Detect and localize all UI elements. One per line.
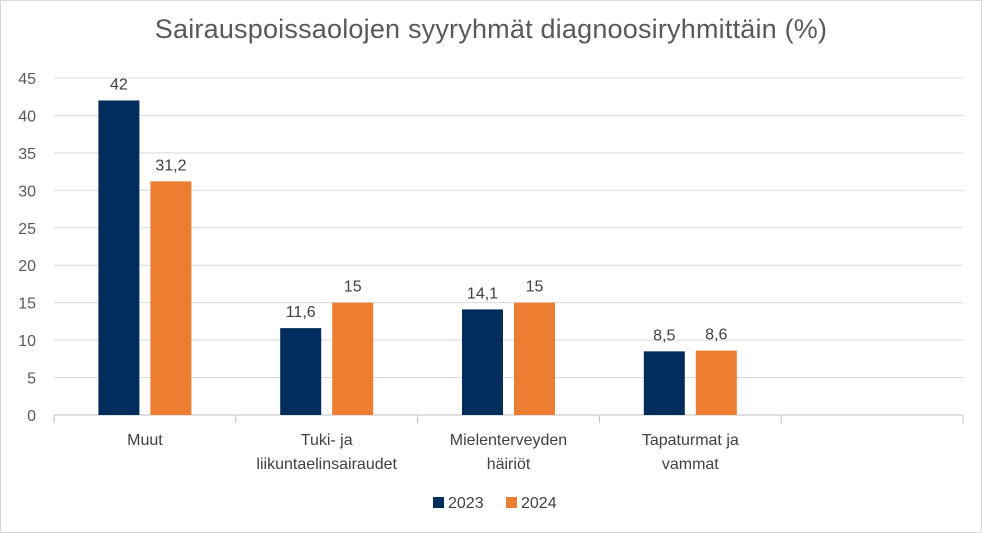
y-tick-label: 0 xyxy=(27,408,36,425)
bar-2023 xyxy=(643,351,685,415)
y-tick-label: 40 xyxy=(18,108,36,125)
category-label: vammat xyxy=(662,456,719,473)
y-tick-label: 15 xyxy=(18,296,36,313)
legend-label: 2023 xyxy=(448,495,484,512)
y-tick-label: 10 xyxy=(18,333,36,350)
bar-2023 xyxy=(98,100,140,415)
category-label: Tapaturmat ja xyxy=(642,432,739,449)
bar-2023 xyxy=(462,309,503,415)
y-tick-label: 35 xyxy=(18,146,36,163)
bar-2024 xyxy=(695,350,737,415)
data-label: 11,6 xyxy=(286,304,316,321)
bar-2024 xyxy=(514,302,555,415)
category-label: Muut xyxy=(127,432,163,449)
data-label: 15 xyxy=(526,279,544,296)
data-label: 8,6 xyxy=(705,327,727,344)
chart-title: Sairauspoissaolojen syyryhmät diagnoosir… xyxy=(154,14,828,44)
category-label: liikuntaelinsairaudet xyxy=(256,456,397,473)
bar-2024 xyxy=(150,181,192,415)
data-label: 42 xyxy=(110,76,128,93)
legend-label: 2024 xyxy=(521,495,557,512)
data-label: 31,2 xyxy=(155,157,186,174)
data-label: 15 xyxy=(344,279,362,296)
y-tick-label: 25 xyxy=(18,221,36,238)
category-label: häiriöt xyxy=(487,456,531,473)
y-tick-label: 45 xyxy=(18,71,36,88)
bar-2023 xyxy=(280,328,322,415)
legend-swatch-2023 xyxy=(433,497,444,508)
data-label: 14,1 xyxy=(467,285,498,302)
bar-2024 xyxy=(332,302,374,415)
y-tick-label: 20 xyxy=(18,258,36,275)
category-label: Tuki- ja xyxy=(301,432,353,449)
data-label: 8,5 xyxy=(653,327,675,344)
category-label: Mielenterveyden xyxy=(450,432,567,449)
legend-swatch-2024 xyxy=(506,497,517,508)
y-tick-label: 5 xyxy=(27,371,36,388)
y-tick-label: 30 xyxy=(18,183,36,200)
